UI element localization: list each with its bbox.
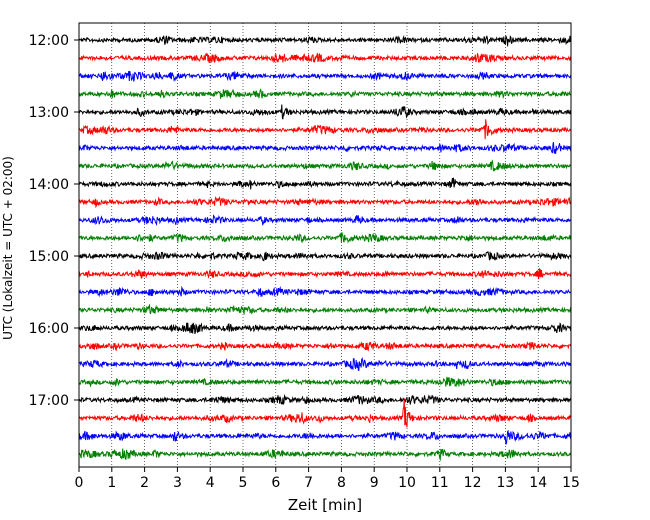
y-tick-label: 13:00 — [29, 105, 69, 121]
x-tick-label: 5 — [239, 475, 248, 491]
trace-1730 — [78, 429, 572, 445]
trace-1645 — [78, 376, 572, 388]
x-tick-label: 12 — [464, 475, 482, 491]
y-tick-label: 15:00 — [29, 249, 69, 265]
plot-frame — [78, 22, 572, 468]
trace-1545 — [78, 304, 572, 316]
trace-1700 — [78, 393, 572, 406]
x-tick-label: 10 — [398, 475, 416, 491]
x-tick-label: 9 — [370, 475, 379, 491]
x-tick-label: 15 — [562, 475, 580, 491]
y-tick-label: 12:00 — [29, 33, 69, 49]
trace-1415 — [78, 195, 572, 209]
x-tick-label: 6 — [271, 475, 280, 491]
trace-1615 — [78, 341, 572, 352]
trace-1330 — [78, 141, 572, 154]
trace-1530 — [78, 285, 572, 298]
x-axis-title: Zeit [min] — [288, 496, 362, 514]
trace-1345 — [78, 159, 572, 172]
trace-1300 — [78, 104, 572, 120]
trace-1230 — [78, 70, 572, 83]
trace-1600 — [78, 322, 572, 335]
x-tick-label: 11 — [431, 475, 449, 491]
trace-1400 — [78, 177, 572, 190]
trace-1445 — [78, 232, 572, 244]
x-tick-label: 1 — [107, 475, 116, 491]
x-tick-label: 7 — [304, 475, 313, 491]
x-tick-label: 2 — [140, 475, 149, 491]
x-tick-label: 0 — [75, 475, 84, 491]
y-axis-ticks: 12:00 13:00 14:00 15:00 16:00 17:00 — [29, 33, 79, 409]
y-axis-title: UTC (Lokalzeit = UTC + 02:00) — [1, 156, 15, 340]
trace-1515 — [78, 268, 572, 280]
trace-1430 — [78, 214, 572, 227]
trace-1745 — [78, 448, 572, 462]
x-tick-label: 13 — [496, 475, 514, 491]
grid-lines — [111, 23, 539, 467]
trace-1200 — [78, 34, 572, 47]
trace-1215 — [78, 52, 572, 64]
y-tick-label: 14:00 — [29, 177, 69, 193]
x-tick-label: 8 — [337, 475, 346, 491]
x-tick-label: 3 — [173, 475, 182, 491]
x-tick-label: 14 — [529, 475, 547, 491]
x-tick-label: 4 — [206, 475, 215, 491]
trace-1715 — [78, 398, 572, 428]
y-tick-label: 17:00 — [29, 393, 69, 409]
x-axis-ticks: 0 1 2 3 4 5 6 7 8 9 10 11 12 13 14 15 — [75, 467, 580, 491]
y-tick-label: 16:00 — [29, 321, 69, 337]
trace-1245 — [78, 88, 572, 100]
seismic-traces — [78, 34, 572, 462]
trace-1630 — [78, 357, 572, 371]
trace-1315 — [78, 119, 572, 140]
trace-1500 — [78, 250, 572, 262]
